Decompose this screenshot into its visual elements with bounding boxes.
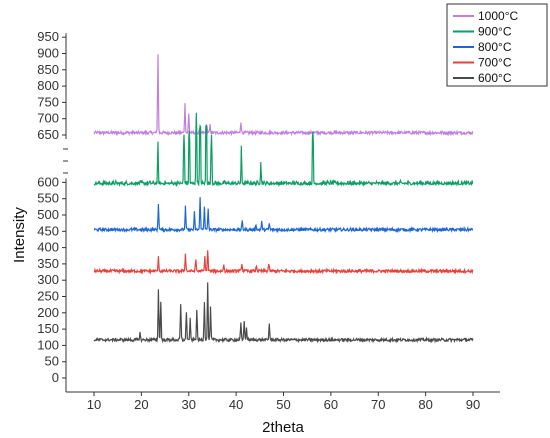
- x-tick-label: 70: [371, 397, 385, 412]
- y-tick-label: 50: [45, 354, 59, 369]
- axis-layer: [65, 33, 500, 393]
- legend-label-800c: 800°C: [478, 40, 512, 54]
- y-tick-label: 250: [37, 289, 59, 304]
- x-tick-label: 50: [276, 397, 290, 412]
- y-axis-title: Intensity: [11, 207, 28, 263]
- y-tick-label: 200: [37, 305, 59, 320]
- series-layer: [93, 54, 474, 344]
- tick-layer: 0501001502002503003504004505005506006507…: [37, 29, 480, 412]
- y-tick-label: 150: [37, 321, 59, 336]
- y-tick-label: 600: [37, 174, 59, 189]
- y-tick-label: 300: [37, 272, 59, 287]
- series-line-1000c: [93, 54, 474, 137]
- legend-label-600c: 600°C: [478, 71, 512, 85]
- series-line-700c: [93, 250, 474, 275]
- x-tick-label: 60: [324, 397, 338, 412]
- y-tick-label: 800: [37, 78, 59, 93]
- series-line-900c: [93, 112, 474, 188]
- y-tick-label: 850: [37, 62, 59, 77]
- legend-label-700c: 700°C: [478, 56, 512, 70]
- legend-label-900c: 900°C: [478, 25, 512, 39]
- y-tick-label: 450: [37, 223, 59, 238]
- x-tick-label: 10: [87, 397, 101, 412]
- y-tick-label: 350: [37, 256, 59, 271]
- y-tick-label: 550: [37, 191, 59, 206]
- series-line-600c: [93, 282, 474, 344]
- x-tick-label: 20: [134, 397, 148, 412]
- y-tick-label: 650: [37, 127, 59, 142]
- y-tick-label: 100: [37, 337, 59, 352]
- legend-label-1000c: 1000°C: [478, 9, 518, 23]
- y-tick-label: 950: [37, 29, 59, 44]
- legend-box: [446, 3, 548, 87]
- y-tick-label: 500: [37, 207, 59, 222]
- x-tick-label: 90: [466, 397, 480, 412]
- y-tick-label: 750: [37, 94, 59, 109]
- y-tick-label: 0: [52, 370, 59, 385]
- y-tick-label: 400: [37, 240, 59, 255]
- series-line-800c: [93, 197, 474, 234]
- x-axis-title: 2theta: [262, 419, 304, 436]
- x-tick-label: 40: [229, 397, 243, 412]
- x-tick-label: 30: [182, 397, 196, 412]
- y-tick-label: 900: [37, 46, 59, 61]
- y-tick-label: 700: [37, 111, 59, 126]
- x-tick-label: 80: [418, 397, 432, 412]
